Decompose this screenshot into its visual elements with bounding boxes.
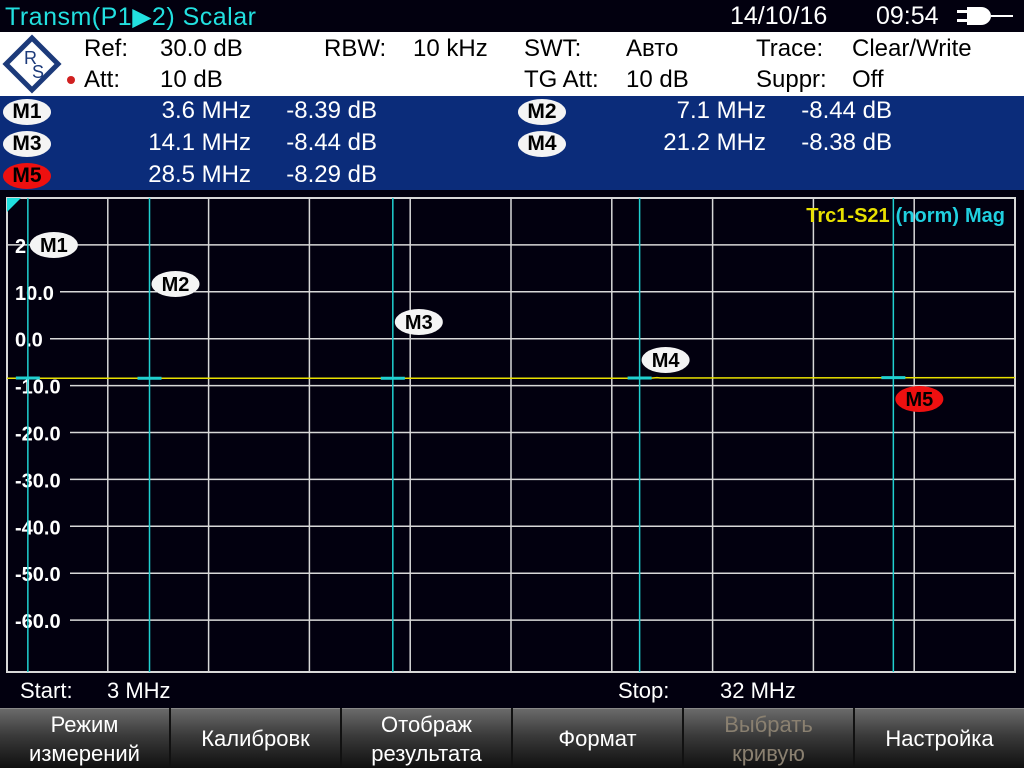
- ref-value: 30.0 dB: [160, 35, 243, 62]
- plug-icon: [957, 7, 1013, 25]
- trace-label-norm: (norm): [896, 205, 959, 227]
- marker-table: M1 3.6 MHz -8.39 dB M2 7.1 MHz -8.44 dB M3 14.1…: [0, 96, 1024, 190]
- softkey-result-display[interactable]: Отображ результата: [342, 708, 511, 768]
- att-indicator-dot: [67, 76, 75, 84]
- rbw-label: RBW:: [324, 35, 387, 62]
- trace-label: Trace:: [756, 35, 824, 62]
- swt-value: Авто: [626, 35, 679, 62]
- trace-line: [7, 376, 1016, 379]
- settings-panel: Ref: 30.0 dB Att: 10 dB RBW: 10 kHz SWT:…: [0, 32, 1024, 96]
- svg-text:R: R: [24, 48, 37, 68]
- y-tick-label: -60.0: [15, 611, 61, 633]
- softkey-label: измерений: [29, 740, 140, 766]
- stop-label: Stop:: [618, 678, 670, 703]
- trace-label: Trc1-S21 (norm) Mag: [806, 205, 1005, 227]
- marker-level: -8.29 dB: [286, 161, 377, 188]
- trace-graph[interactable]: 2 10.0 0.0 -10.0 -20.0 -30.0 -40.0 -50.0 -60.0 M1…: [0, 190, 1024, 680]
- marker-badge[interactable]: M1: [3, 99, 51, 125]
- softkey-label: Отображ: [381, 711, 472, 737]
- tg-att-value: 10 dB: [626, 66, 689, 93]
- suppr-label: Suppr:: [756, 66, 827, 93]
- marker-frequency: 21.2 MHz: [663, 129, 766, 156]
- marker-label: M1: [40, 235, 68, 257]
- softkey-label: Выбрать: [724, 711, 813, 737]
- marker-label-badge: [151, 271, 200, 297]
- softkey-label: Формат: [558, 726, 637, 751]
- marker-label-badge: [895, 386, 944, 412]
- rs-logo: R S: [2, 34, 62, 94]
- y-tick-label: 2: [15, 236, 26, 258]
- softkey-select-trace[interactable]: Выбрать кривую: [684, 708, 853, 768]
- y-tick-label: 0.0: [15, 330, 43, 352]
- time: 09:54: [876, 2, 939, 30]
- ref-label: Ref:: [84, 35, 129, 62]
- y-tick-label: 10.0: [15, 283, 54, 305]
- tg-att-label: TG Att:: [524, 66, 599, 93]
- marker-badge[interactable]: M3: [3, 131, 51, 157]
- marker-label-badge: [394, 309, 443, 335]
- y-tick-label: -40.0: [15, 517, 61, 539]
- softkey-bar: Режим измерений Калибровк Отображ результа…: [0, 708, 1024, 768]
- trace-label-trc: Trc1-S21: [806, 205, 889, 227]
- date: 14/10/16: [730, 2, 828, 30]
- swt-label: SWT:: [524, 35, 582, 62]
- marker-frequency: 28.5 MHz: [148, 161, 251, 188]
- marker-level: -8.44 dB: [801, 97, 892, 124]
- softkey-measure-mode[interactable]: Режим измерений: [0, 708, 169, 768]
- suppr-value: Off: [852, 66, 884, 93]
- marker-badge[interactable]: M5: [3, 163, 51, 189]
- y-tick-label: -20.0: [15, 424, 61, 446]
- marker-label: M5: [905, 389, 933, 411]
- softkey-label: Калибровк: [201, 726, 310, 751]
- y-tick-label: -10.0: [15, 377, 61, 399]
- marker-label: M2: [162, 274, 190, 296]
- softkey-label: результата: [371, 740, 482, 766]
- marker-badge[interactable]: M4: [518, 131, 566, 157]
- softkey-setup[interactable]: Настройка: [855, 708, 1024, 768]
- marker-frequency: 3.6 MHz: [161, 97, 251, 124]
- marker-level: -8.39 dB: [286, 97, 377, 124]
- measurement-title: Transm(P1▶2) Scalar: [5, 3, 257, 31]
- y-tick-label: -30.0: [15, 470, 61, 492]
- trace-label-fmt: Mag: [965, 205, 1005, 227]
- trace-value: Clear/Write: [852, 35, 972, 62]
- start-label: Start:: [20, 678, 73, 703]
- marker-label-badge: [29, 232, 78, 258]
- y-tick-label: -50.0: [15, 564, 61, 586]
- softkey-label: кривую: [732, 740, 805, 766]
- marker-level: -8.44 dB: [286, 129, 377, 156]
- softkey-label: Настройка: [885, 726, 994, 751]
- marker-label-badge: [641, 347, 690, 373]
- reference-triangle-icon: [7, 198, 21, 212]
- stop-value: 32 MHz: [720, 678, 796, 703]
- svg-text:S: S: [32, 62, 44, 82]
- rbw-value: 10 kHz: [413, 35, 488, 62]
- softkey-calibration[interactable]: Калибровк: [171, 708, 340, 768]
- marker-frequency: 7.1 MHz: [676, 97, 766, 124]
- softkey-label: Режим: [50, 711, 119, 737]
- marker-badge[interactable]: M2: [518, 99, 566, 125]
- softkey-format[interactable]: Формат: [513, 708, 682, 768]
- marker-frequency: 14.1 MHz: [148, 129, 251, 156]
- start-value: 3 MHz: [107, 678, 171, 703]
- att-value: 10 dB: [160, 66, 223, 93]
- marker-level: -8.38 dB: [801, 129, 892, 156]
- att-label: Att:: [84, 66, 121, 93]
- marker-label: M3: [405, 312, 433, 334]
- title-bar: Transm(P1▶2) Scalar 14/10/16 09:54: [0, 0, 1024, 32]
- marker-label: M4: [652, 350, 681, 372]
